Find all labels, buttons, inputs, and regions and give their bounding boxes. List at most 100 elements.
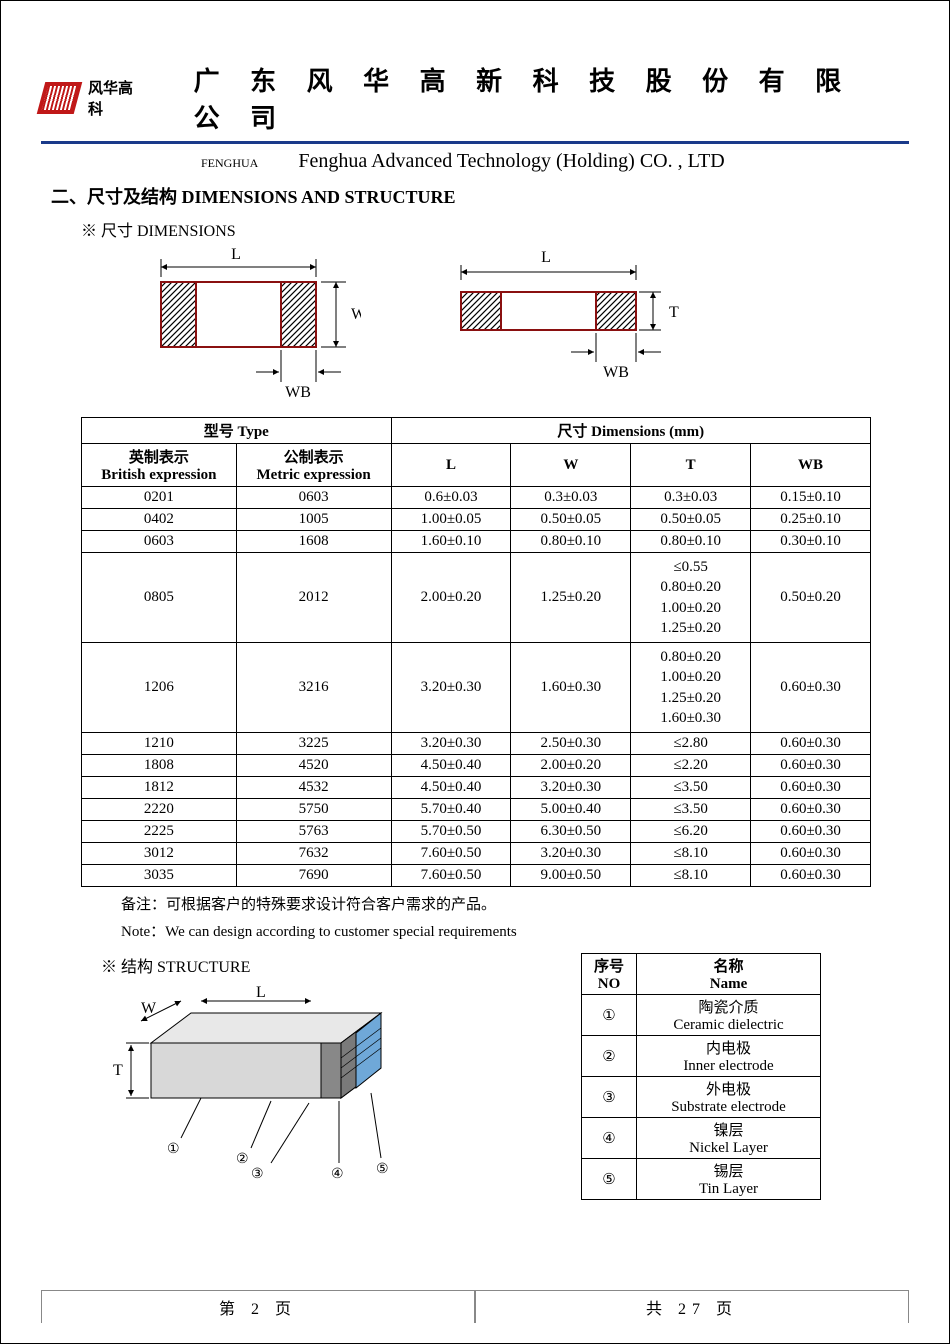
- svg-text:②: ②: [236, 1152, 249, 1167]
- cell-british: 1808: [82, 755, 237, 777]
- svg-text:L: L: [256, 984, 266, 1001]
- note-cn: 备注：可根据客户的特殊要求设计符合客户需求的产品。: [121, 893, 909, 914]
- cell-british: 3035: [82, 865, 237, 887]
- cell-metric: 5763: [236, 821, 391, 843]
- cell-WB: 0.15±0.10: [751, 487, 871, 509]
- cell-W: 1.60±0.30: [511, 643, 631, 733]
- table-row: 121032253.20±0.302.50±0.30≤2.800.60±0.30: [82, 733, 871, 755]
- page-number-current: 第 2 页: [41, 1291, 475, 1323]
- table-row: 222557635.70±0.506.30±0.50≤6.200.60±0.30: [82, 821, 871, 843]
- cell-name: 镍层Nickel Layer: [637, 1118, 821, 1159]
- diagram-label-L: L: [231, 247, 241, 263]
- svg-text:⑤: ⑤: [376, 1162, 389, 1177]
- cell-no: ②: [582, 1036, 637, 1077]
- cell-W: 0.80±0.10: [511, 531, 631, 553]
- cell-W: 5.00±0.40: [511, 799, 631, 821]
- cell-metric: 4520: [236, 755, 391, 777]
- header: 风华高科 广 东 风 华 高 新 科 技 股 份 有 限 公 司: [41, 61, 909, 135]
- cell-W: 0.50±0.05: [511, 509, 631, 531]
- page-footer: 第 2 页 共 27 页: [41, 1290, 909, 1323]
- cell-metric: 1005: [236, 509, 391, 531]
- th-no: 序号NO: [582, 954, 637, 995]
- cell-no: ⑤: [582, 1159, 637, 1200]
- dimensions-subtitle: ※ 尺寸 DIMENSIONS: [81, 217, 909, 241]
- table-row: 303576907.60±0.509.00±0.50≤8.100.60±0.30: [82, 865, 871, 887]
- cell-british: 0603: [82, 531, 237, 553]
- dimension-diagrams: L W WB: [41, 247, 909, 407]
- cell-W: 0.3±0.03: [511, 487, 631, 509]
- cell-metric: 0603: [236, 487, 391, 509]
- th-dimensions: 尺寸 Dimensions (mm): [391, 418, 870, 444]
- th-metric: 公制表示Metric expression: [236, 444, 391, 487]
- cell-T: 0.80±0.10: [631, 531, 751, 553]
- brand-cn: 风华高科: [88, 77, 144, 119]
- svg-text:③: ③: [251, 1167, 264, 1182]
- cell-T: 0.80±0.201.00±0.201.25±0.201.60±0.30: [631, 643, 751, 733]
- cell-T: ≤3.50: [631, 777, 751, 799]
- table-row: 222057505.70±0.405.00±0.40≤3.500.60±0.30: [82, 799, 871, 821]
- side-view-diagram: L T WB: [441, 247, 681, 407]
- table-row: ③外电极Substrate electrode: [582, 1077, 821, 1118]
- cell-british: 0805: [82, 553, 237, 643]
- company-logo: [37, 82, 83, 114]
- cell-british: 2220: [82, 799, 237, 821]
- cell-WB: 0.60±0.30: [751, 821, 871, 843]
- cell-L: 5.70±0.50: [391, 821, 511, 843]
- cell-WB: 0.25±0.10: [751, 509, 871, 531]
- cell-metric: 7632: [236, 843, 391, 865]
- th-british: 英制表示British expression: [82, 444, 237, 487]
- cell-WB: 0.60±0.30: [751, 799, 871, 821]
- cell-W: 1.25±0.20: [511, 553, 631, 643]
- cell-metric: 4532: [236, 777, 391, 799]
- cell-metric: 7690: [236, 865, 391, 887]
- cell-WB: 0.60±0.30: [751, 843, 871, 865]
- table-row: ⑤锡层Tin Layer: [582, 1159, 821, 1200]
- structure-subtitle: ※ 结构 STRUCTURE: [101, 953, 501, 977]
- th-W: W: [511, 444, 631, 487]
- cell-T: ≤8.10: [631, 843, 751, 865]
- top-view-diagram: L W WB: [141, 247, 361, 407]
- cell-L: 2.00±0.20: [391, 553, 511, 643]
- cell-T: ≤2.20: [631, 755, 751, 777]
- structure-diagram: W L T ① ② ③ ④ ⑤: [81, 983, 461, 1193]
- diagram-label-W: W: [351, 306, 361, 323]
- cell-L: 4.50±0.40: [391, 777, 511, 799]
- table-row: 060316081.60±0.100.80±0.100.80±0.100.30±…: [82, 531, 871, 553]
- cell-L: 0.6±0.03: [391, 487, 511, 509]
- cell-british: 0402: [82, 509, 237, 531]
- page: 风华高科 广 东 风 华 高 新 科 技 股 份 有 限 公 司 FENGHUA…: [0, 0, 950, 1344]
- company-title-cn: 广 东 风 华 高 新 科 技 股 份 有 限 公 司: [194, 61, 909, 135]
- cell-T: ≤0.550.80±0.201.00±0.201.25±0.20: [631, 553, 751, 643]
- cell-L: 7.60±0.50: [391, 865, 511, 887]
- svg-text:T: T: [113, 1062, 123, 1079]
- cell-L: 7.60±0.50: [391, 843, 511, 865]
- cell-W: 3.20±0.30: [511, 777, 631, 799]
- cell-british: 2225: [82, 821, 237, 843]
- cell-name: 内电极Inner electrode: [637, 1036, 821, 1077]
- table-row: 181245324.50±0.403.20±0.30≤3.500.60±0.30: [82, 777, 871, 799]
- cell-WB: 0.60±0.30: [751, 777, 871, 799]
- th-T: T: [631, 444, 751, 487]
- cell-british: 1812: [82, 777, 237, 799]
- header-rule: [41, 141, 909, 144]
- svg-text:WB: WB: [603, 364, 629, 381]
- cell-WB: 0.60±0.30: [751, 733, 871, 755]
- cell-british: 1206: [82, 643, 237, 733]
- th-L: L: [391, 444, 511, 487]
- cell-name: 外电极Substrate electrode: [637, 1077, 821, 1118]
- cell-T: ≤2.80: [631, 733, 751, 755]
- diagram-label-WB: WB: [285, 384, 311, 401]
- section-heading: 二、尺寸及结构 DIMENSIONS AND STRUCTURE: [51, 183, 909, 209]
- cell-no: ③: [582, 1077, 637, 1118]
- structure-section: ※ 结构 STRUCTURE W: [41, 949, 909, 1200]
- cell-W: 2.00±0.20: [511, 755, 631, 777]
- svg-text:L: L: [541, 249, 551, 266]
- cell-british: 0201: [82, 487, 237, 509]
- brand-en: FENGHUA: [201, 156, 258, 171]
- cell-name: 陶瓷介质Ceramic dielectric: [637, 995, 821, 1036]
- svg-text:①: ①: [167, 1142, 180, 1157]
- company-title-en: Fenghua Advanced Technology (Holding) CO…: [298, 150, 724, 173]
- table-row: 020106030.6±0.030.3±0.030.3±0.030.15±0.1…: [82, 487, 871, 509]
- cell-no: ④: [582, 1118, 637, 1159]
- cell-L: 1.60±0.10: [391, 531, 511, 553]
